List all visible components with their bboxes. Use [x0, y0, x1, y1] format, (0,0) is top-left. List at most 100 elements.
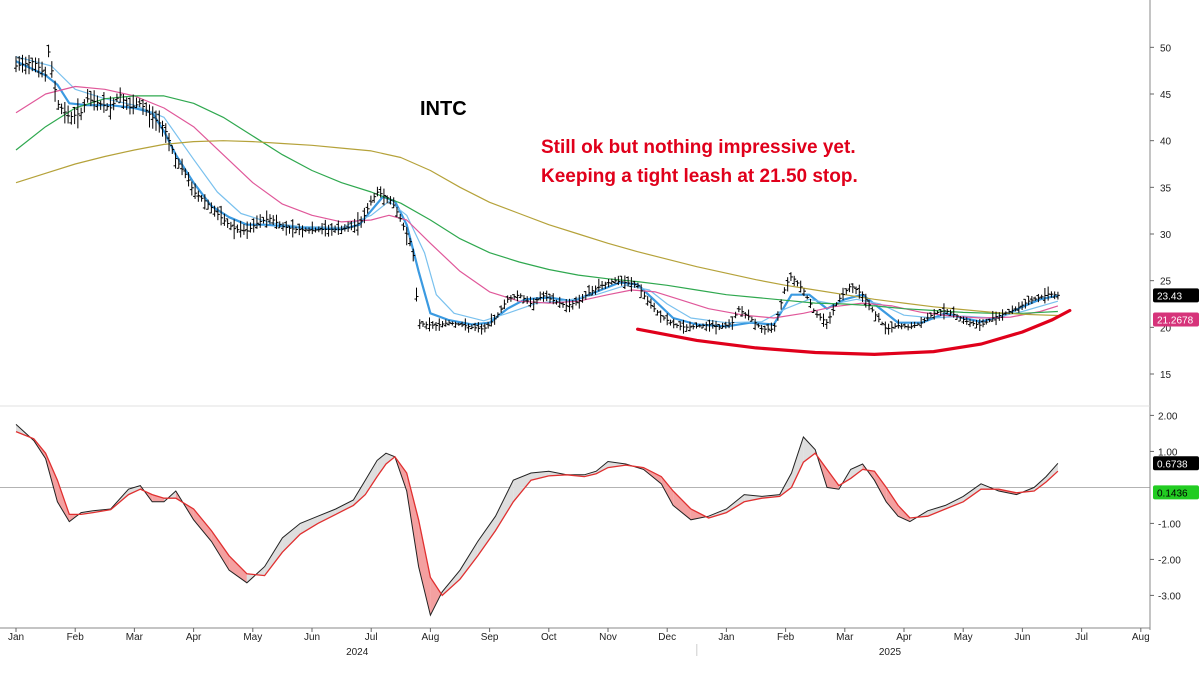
price-bar [287, 225, 292, 234]
price-bar [577, 294, 582, 309]
price-bar [202, 194, 207, 210]
oscillator-fill [477, 516, 496, 556]
price-bar [984, 318, 989, 325]
price-bar [53, 80, 58, 102]
price-bar [850, 283, 855, 294]
price-bar [941, 303, 946, 320]
price-bar [632, 280, 637, 288]
price-bar [525, 296, 530, 304]
price-bar [167, 133, 172, 152]
osc-tick-label: -3.00 [1158, 591, 1181, 602]
price-bar [798, 280, 803, 293]
oscillator-fill [726, 494, 745, 513]
price-bar [733, 311, 738, 319]
price-bar [124, 97, 129, 110]
price-bar [557, 296, 562, 308]
price-bar [196, 190, 201, 202]
price-bar [775, 311, 780, 321]
price-bar [948, 309, 953, 316]
price-bar [456, 322, 461, 326]
x-tick-label: May [243, 632, 262, 643]
price-bar [574, 296, 579, 306]
x-tick-label: Apr [186, 632, 202, 643]
x-tick-label: Aug [1132, 632, 1150, 643]
price-bar [391, 197, 396, 209]
price-bar [635, 282, 640, 289]
price-bar [961, 316, 966, 324]
price-tick-label: 50 [1160, 43, 1172, 54]
price-bar [163, 123, 168, 143]
price-bar [492, 314, 497, 325]
price-bar [889, 321, 894, 333]
price-bar [375, 186, 380, 197]
price-bar [857, 284, 862, 299]
price-bar [873, 311, 878, 322]
price-bar [17, 56, 22, 71]
price-bar [720, 322, 725, 329]
price-bar [694, 322, 699, 329]
x-tick-label: Jun [304, 632, 320, 643]
price-bar [127, 97, 132, 115]
price-bar [105, 103, 110, 111]
price-bar [616, 275, 621, 286]
price-bar [847, 283, 852, 293]
price-bar [1023, 298, 1028, 309]
x-tick-label: Aug [422, 632, 440, 643]
price-bar [508, 295, 513, 302]
price-bar [222, 213, 227, 226]
price-bar [27, 54, 32, 75]
price-bar [515, 290, 520, 302]
price-bar [98, 100, 103, 110]
oscillator-fill [1046, 463, 1058, 482]
price-bar [639, 284, 644, 299]
annotation-line-1: Still ok but nothing impressive yet. [541, 137, 856, 158]
price-bar [938, 308, 943, 316]
price-bar [215, 206, 220, 221]
price-bar [499, 305, 504, 313]
price-bar [271, 215, 276, 226]
price-bar [596, 278, 601, 292]
price-bar [1013, 306, 1018, 312]
price-bar [447, 320, 452, 326]
price-bar [753, 318, 758, 331]
price-bar [587, 284, 592, 297]
oscillator-fill [211, 530, 230, 571]
price-bar [14, 56, 18, 73]
price-bar [46, 44, 51, 58]
x-tick-label: Jul [1075, 632, 1088, 643]
osc-tick-label: -1.00 [1158, 519, 1181, 530]
svg-text:0.6738: 0.6738 [1157, 459, 1188, 470]
oscillator-fill [353, 480, 366, 506]
price-bar [495, 312, 500, 318]
price-bar [92, 90, 97, 111]
price-bar [756, 323, 761, 328]
price-bar [489, 313, 494, 327]
price-bar [36, 58, 41, 78]
price-bar [440, 321, 445, 328]
price-bar [1003, 311, 1008, 316]
oscillator-fill [128, 485, 141, 495]
price-bar [310, 221, 315, 235]
price-bar [1036, 293, 1041, 303]
oscillator-fill [418, 519, 431, 616]
oscillator-fill [927, 505, 946, 517]
price-bar [974, 319, 979, 329]
price-bar [870, 306, 875, 313]
price-bar [880, 321, 885, 326]
price-bar [85, 89, 90, 103]
oscillator-tag: 0.6738 [1153, 456, 1199, 471]
price-bar [567, 298, 572, 313]
oscillator-fill [442, 570, 460, 596]
price-bar [378, 186, 383, 198]
price-bar [808, 298, 813, 309]
price-bar [209, 202, 214, 214]
x-tick-label: Nov [599, 632, 617, 643]
price-bar [189, 181, 194, 196]
oscillator-line-1 [15, 424, 1059, 617]
x-tick-label: Jul [365, 632, 378, 643]
price-bar [570, 300, 575, 310]
price-bar [997, 312, 1002, 321]
price-bar [958, 315, 963, 322]
price-bar [56, 100, 61, 110]
